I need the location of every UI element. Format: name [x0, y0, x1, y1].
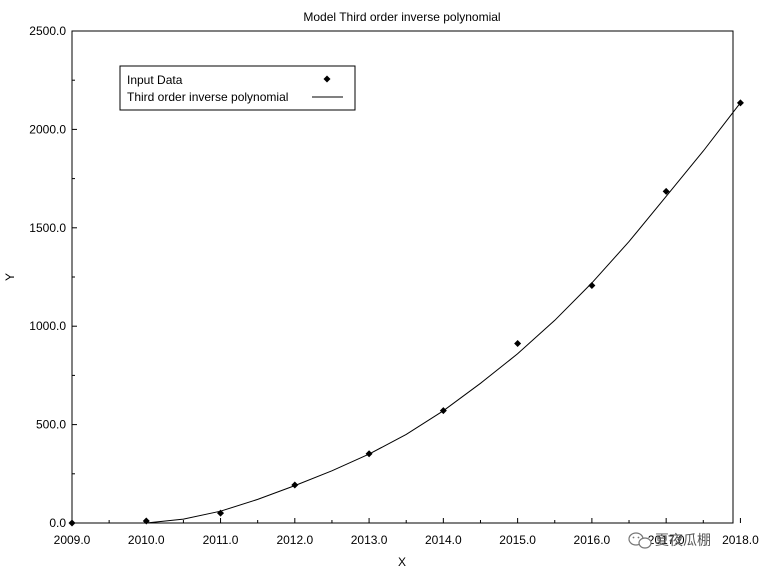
y-tick-label: 500.0 [36, 418, 66, 432]
watermark-text: 夏夜瓜棚 [655, 533, 711, 549]
legend-box [119, 65, 356, 111]
x-tick-label: 2016.0 [574, 533, 611, 547]
legend: Input Data Third order inverse polynomia… [119, 65, 356, 111]
data-point [68, 519, 76, 527]
watermark: 夏夜瓜棚 [628, 532, 711, 549]
y-axis-title: Y [3, 273, 17, 281]
x-tick-label: 2010.0 [128, 533, 165, 547]
data-point [142, 517, 150, 525]
x-tick-label: 2013.0 [351, 533, 388, 547]
x-tick-label: 2011.0 [203, 533, 239, 547]
data-point [365, 450, 373, 458]
x-tick-label: 2009.0 [54, 533, 91, 547]
series-line-fit [146, 102, 741, 524]
data-point [736, 99, 744, 107]
x-axis: 2009.0 2010.0 2011.0 2012.0 2013.0 2014.0 2015… [54, 518, 759, 547]
x-tick-label: 2015.0 [499, 533, 536, 547]
legend-label-fit: Third order inverse polynomial [127, 90, 288, 104]
y-tick-label: 1000.0 [29, 319, 66, 333]
data-point [588, 281, 596, 289]
data-point [291, 481, 299, 489]
wechat-icon [628, 532, 652, 549]
x-tick-label: 2014.0 [425, 533, 462, 547]
data-point [662, 187, 670, 195]
data-point [439, 407, 447, 415]
x-tick-label: 2012.0 [276, 533, 313, 547]
x-tick-label: 2017.0 [648, 533, 685, 547]
data-point [514, 340, 522, 348]
x-axis-title: X [398, 555, 406, 569]
data-point [217, 509, 225, 517]
series-markers-input [68, 99, 744, 527]
legend-label-input-data: Input Data [127, 73, 183, 87]
y-tick-label: 2000.0 [29, 122, 66, 136]
legend-marker-input-data [323, 75, 331, 83]
y-axis: 0.0 500.0 1000.0 1500.0 2000.0 2500.0 [29, 24, 77, 530]
y-tick-label: 1500.0 [29, 221, 66, 235]
y-tick-label: 2500.0 [29, 24, 66, 38]
y-tick-label: 0.0 [49, 516, 66, 530]
x-tick-label: 2018.0 [722, 533, 759, 547]
chart-title: Model Third order inverse polynomial [303, 10, 500, 24]
